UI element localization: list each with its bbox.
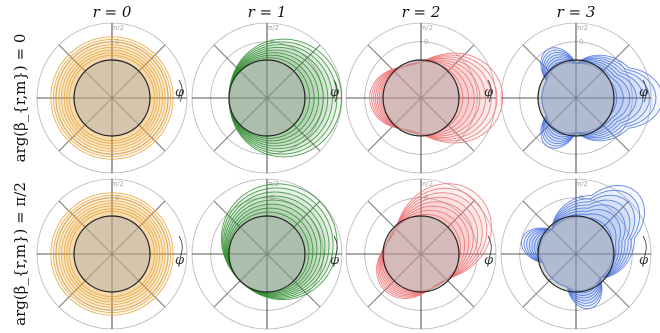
angle-label-phi: φ bbox=[175, 85, 185, 100]
series-curve bbox=[66, 208, 158, 300]
radial-tick-label: 0 bbox=[115, 38, 119, 46]
series-curve bbox=[371, 54, 498, 142]
angle-direction-arrow bbox=[178, 235, 183, 259]
angle-direction-arrow bbox=[642, 79, 647, 103]
angle-direction-arrow bbox=[487, 235, 492, 259]
series-curve bbox=[53, 39, 171, 157]
row-title-arg0: arg(β_{r,m}) = 0 bbox=[11, 34, 29, 163]
column-title-r1: r = 1 bbox=[248, 3, 287, 21]
series-curve bbox=[50, 36, 174, 160]
polar-panel-row1-col3: 0 π/2 φ bbox=[500, 178, 652, 330]
series-curve bbox=[540, 47, 660, 149]
polar-panel-row1-col0: 0 π/2 φ bbox=[36, 178, 188, 330]
reference-circle bbox=[537, 215, 615, 293]
series-curve bbox=[63, 205, 161, 303]
reference-circle bbox=[228, 215, 306, 293]
series-curve bbox=[68, 54, 156, 142]
reference-circle bbox=[537, 59, 615, 137]
polar-panel-row0-col0: 0 π/2 φ bbox=[36, 22, 188, 174]
angle-direction-arrow bbox=[178, 79, 183, 103]
radial-tick-label: 0 bbox=[270, 38, 274, 46]
radial-tick-label: π/2 bbox=[577, 24, 588, 32]
series-curve bbox=[374, 58, 487, 138]
angle-direction-arrow bbox=[333, 79, 338, 103]
series-curve bbox=[380, 61, 469, 135]
radial-tick-label: π/2 bbox=[577, 180, 588, 188]
angle-label-phi: φ bbox=[484, 253, 494, 268]
column-title-r0: r = 0 bbox=[93, 3, 132, 21]
series-curve bbox=[69, 211, 155, 297]
column-title-r2: r = 2 bbox=[402, 3, 441, 21]
series-curve bbox=[50, 192, 174, 316]
radial-tick-label: π/2 bbox=[113, 180, 124, 188]
radial-tick-label: 0 bbox=[270, 194, 274, 202]
angle-label-phi: φ bbox=[639, 85, 649, 100]
series-curve bbox=[378, 192, 483, 297]
radial-tick-label: 0 bbox=[115, 194, 119, 202]
series-curve bbox=[376, 183, 492, 299]
polar-panel-row1-col2: 0 π/2 φ bbox=[345, 178, 497, 330]
reference-circle bbox=[382, 59, 460, 137]
radial-tick-label: 0 bbox=[579, 38, 583, 46]
angle-label-phi: φ bbox=[639, 253, 649, 268]
polar-panel-row0-col2: 0 π/2 φ bbox=[345, 22, 504, 174]
radial-tick-label: π/2 bbox=[422, 24, 433, 32]
series-curve bbox=[61, 47, 163, 149]
reference-circle bbox=[73, 215, 151, 293]
radial-tick-label: π/2 bbox=[422, 180, 433, 188]
angle-label-phi: φ bbox=[484, 85, 494, 100]
angle-label-phi: φ bbox=[175, 253, 185, 268]
series-curve bbox=[383, 209, 466, 292]
reference-circle bbox=[73, 59, 151, 137]
series-curve bbox=[53, 195, 171, 313]
series-curve bbox=[66, 52, 158, 144]
angle-direction-arrow bbox=[642, 235, 647, 259]
series-curve bbox=[373, 56, 492, 140]
series-curve bbox=[382, 205, 470, 293]
series-curve bbox=[520, 185, 645, 310]
series-curve bbox=[378, 60, 475, 136]
row-title-argpi2: arg(β_{r,m}) = π/2 bbox=[11, 182, 29, 326]
angle-label-phi: φ bbox=[330, 253, 340, 268]
series-curve bbox=[379, 196, 479, 296]
series-curve bbox=[369, 52, 504, 144]
angle-direction-arrow bbox=[487, 79, 492, 103]
series-curve bbox=[61, 203, 163, 305]
radial-tick-label: 0 bbox=[579, 194, 583, 202]
series-curve bbox=[55, 197, 169, 311]
series-curve bbox=[380, 201, 474, 295]
series-curve bbox=[55, 41, 169, 155]
reference-circle bbox=[228, 59, 306, 137]
polar-panel-row1-col1: 0π/2φ bbox=[191, 178, 343, 330]
radial-tick-label: 0 bbox=[424, 38, 428, 46]
series-curve bbox=[377, 187, 488, 298]
polar-panel-row0-col3: 0 π/2 φ bbox=[500, 22, 660, 174]
radial-tick-label: π/2 bbox=[113, 24, 124, 32]
radial-tick-label: 0 bbox=[424, 194, 428, 202]
reference-circle bbox=[382, 215, 460, 293]
radial-tick-label: π/2 bbox=[268, 24, 279, 32]
column-title-r3: r = 3 bbox=[557, 3, 596, 21]
polar-panel-row0-col1: 0 π/2 φ bbox=[191, 22, 343, 174]
series-curve bbox=[63, 49, 161, 147]
angle-direction-arrow bbox=[333, 235, 338, 259]
angle-label-phi: φ bbox=[330, 85, 340, 100]
